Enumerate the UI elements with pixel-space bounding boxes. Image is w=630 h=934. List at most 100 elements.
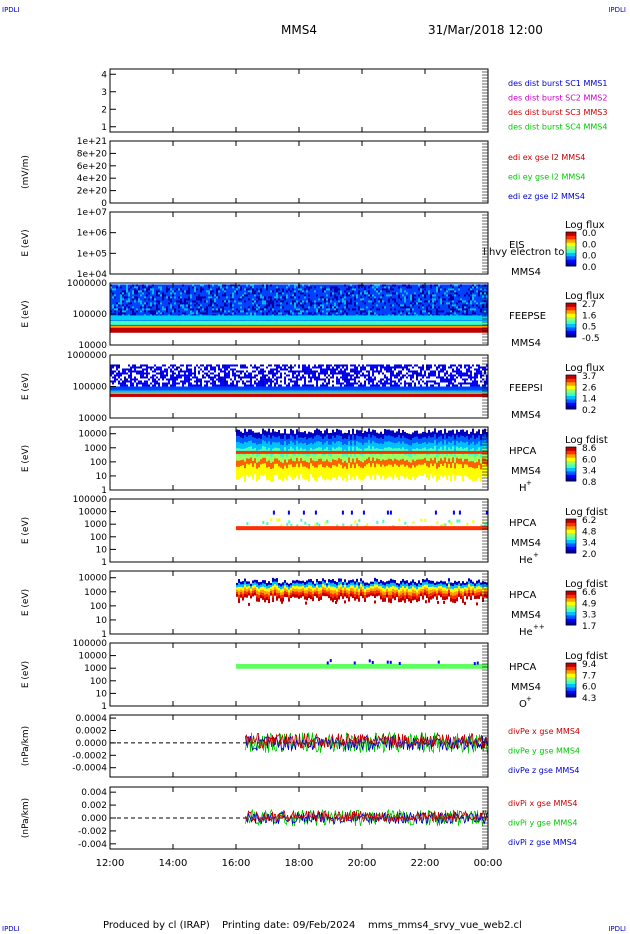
heatmap-cell	[358, 364, 360, 367]
heatmap-cell	[442, 376, 444, 379]
heatmap-cell	[452, 595, 454, 600]
heatmap-cell	[454, 584, 456, 589]
heatmap-cell	[464, 585, 466, 588]
heatmap-cell	[464, 294, 466, 297]
heatmap-cell	[196, 380, 198, 383]
heatmap-cell	[406, 438, 408, 445]
colorbar-swatch	[566, 330, 576, 335]
heatmap-cell	[368, 292, 370, 295]
heatmap-cell	[396, 589, 398, 593]
heatmap-cell	[362, 444, 364, 452]
heatmap-cell	[442, 364, 444, 367]
heatmap-cell	[460, 300, 462, 303]
heatmap-cell	[452, 440, 454, 447]
heatmap-cell	[234, 290, 236, 293]
heatmap-cell	[446, 588, 448, 592]
heatmap-cell	[296, 579, 298, 584]
heatmap-cell	[464, 304, 466, 307]
heatmap-cell	[402, 578, 404, 583]
heatmap-cell	[410, 296, 412, 299]
heatmap-cell	[330, 368, 332, 371]
heatmap-cell	[436, 286, 438, 289]
heatmap-cell	[340, 290, 342, 293]
colorbar-swatch	[566, 306, 576, 311]
heatmap-cell	[468, 456, 470, 463]
heatmap-cell	[300, 580, 302, 585]
heatmap-cell	[426, 584, 428, 589]
heatmap-cell	[336, 460, 338, 468]
heatmap-cell	[276, 447, 278, 454]
heatmap-cell	[382, 444, 384, 450]
heatmap-cell	[242, 370, 244, 373]
heatmap-cell	[236, 460, 238, 468]
heatmap-cell	[336, 306, 338, 309]
heatmap-cell	[110, 364, 112, 367]
heatmap-cell	[322, 592, 324, 596]
heatmap-cell	[256, 586, 258, 592]
heatmap-cell	[376, 584, 378, 588]
heatmap-cell	[200, 288, 202, 291]
heatmap-cell	[408, 597, 410, 602]
heatmap-cell	[460, 435, 462, 442]
heatmap-cell	[364, 582, 366, 587]
heatmap-cell	[132, 384, 134, 387]
heatmap-cell	[206, 380, 208, 383]
heatmap-cell	[360, 581, 362, 585]
heatmap-cell	[456, 452, 458, 459]
heatmap-cell	[178, 366, 180, 369]
heatmap-cell	[392, 442, 394, 450]
heatmap-cell	[166, 378, 168, 381]
heatmap-cell	[416, 372, 418, 375]
heatmap-cell	[436, 382, 438, 385]
heatmap-cell	[196, 382, 198, 385]
heatmap-cell	[326, 583, 328, 586]
heatmap-cell	[118, 372, 120, 375]
heatmap-cell	[318, 581, 320, 585]
heatmap-cell	[226, 300, 228, 303]
heatmap-cell	[238, 286, 240, 289]
heatmap-cell	[124, 306, 126, 309]
heatmap-cell	[218, 368, 220, 371]
heatmap-cell	[286, 384, 288, 387]
heatmap-cell	[464, 458, 466, 465]
heatmap-cell	[406, 296, 408, 299]
heatmap-cell	[348, 288, 350, 291]
heatmap-cell	[234, 384, 236, 387]
heatmap-cell	[318, 594, 320, 598]
heatmap-cell	[284, 368, 286, 371]
heatmap-cell	[186, 376, 188, 379]
heatmap-cell	[284, 588, 286, 592]
heatmap-cell	[300, 518, 303, 522]
heatmap-cell	[240, 443, 242, 450]
heatmap-cell	[438, 590, 440, 594]
heatmap-cell	[310, 384, 312, 387]
heatmap-cell	[296, 452, 298, 459]
heatmap-cell	[416, 595, 418, 600]
heatmap-cell	[290, 302, 292, 305]
heatmap-cell	[286, 462, 288, 469]
heatmap-cell	[448, 304, 450, 307]
heatmap-cell	[400, 580, 402, 585]
heatmap-cell	[376, 587, 378, 591]
heatmap-cell	[450, 378, 452, 381]
heatmap-cell	[266, 374, 268, 377]
heatmap-cell	[112, 304, 114, 307]
heatmap-cell	[334, 310, 336, 313]
heatmap-cell	[450, 366, 452, 369]
heatmap-cell	[464, 308, 466, 311]
heatmap-cell	[316, 591, 318, 595]
heatmap-cell	[286, 364, 288, 367]
heatmap-cell	[172, 366, 174, 369]
heatmap-cell	[320, 442, 322, 449]
heatmap-cell	[368, 591, 370, 595]
heatmap-cell	[424, 452, 426, 459]
heatmap-cell	[224, 292, 226, 295]
heatmap-cell	[354, 366, 356, 369]
heatmap-cell	[276, 290, 278, 293]
heatmap-cell	[288, 288, 290, 291]
heatmap-cell	[290, 378, 292, 381]
heatmap-cell	[236, 288, 238, 291]
heatmap-cell	[438, 310, 440, 313]
heatmap-cell	[398, 380, 400, 383]
heatmap-cell	[188, 306, 190, 309]
